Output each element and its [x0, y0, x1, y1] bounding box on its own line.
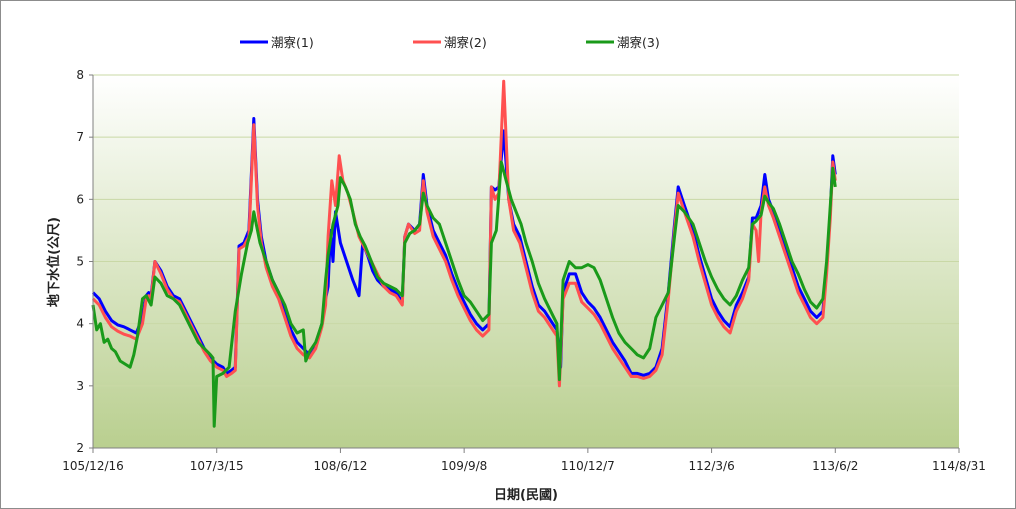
x-tick-label: 105/12/16 [62, 459, 124, 473]
x-tick-label: 107/3/15 [190, 459, 244, 473]
x-tick-label: 113/6/2 [812, 459, 858, 473]
y-tick-label: 2 [76, 441, 84, 455]
x-axis-title: 日期(民國) [494, 488, 558, 503]
series-line-1 [91, 117, 837, 377]
x-tick-label: 109/9/8 [441, 459, 487, 473]
x-tick-label: 108/6/12 [313, 459, 367, 473]
x-tick-label: 114/8/31 [932, 459, 986, 473]
legend-label-series-2: 潮寮(2) [444, 35, 487, 50]
x-tick-label: 112/3/6 [688, 459, 734, 473]
series-line-2 [91, 79, 837, 388]
legend-label-series-3: 潮寮(3) [617, 35, 660, 50]
y-tick-label: 6 [76, 192, 84, 206]
y-axis-title: 地下水位(公尺) [46, 217, 62, 307]
series-line-3 [91, 160, 837, 428]
y-tick-label: 4 [76, 317, 84, 331]
series-layer [91, 79, 837, 428]
y-tick-label: 8 [76, 68, 84, 82]
y-tick-label: 3 [76, 379, 84, 393]
axes: 2 3 4 5 6 7 8 105/12/16 107/3/15 108/6/12 109/9/8 1… [62, 68, 986, 473]
legend-label-series-1: 潮寮(1) [271, 35, 314, 50]
x-tick-label: 110/12/7 [561, 459, 615, 473]
y-tick-label: 7 [76, 130, 84, 144]
y-tick-label: 5 [76, 255, 84, 269]
legend: 潮寮(1) 潮寮(2) 潮寮(3) [240, 35, 660, 50]
